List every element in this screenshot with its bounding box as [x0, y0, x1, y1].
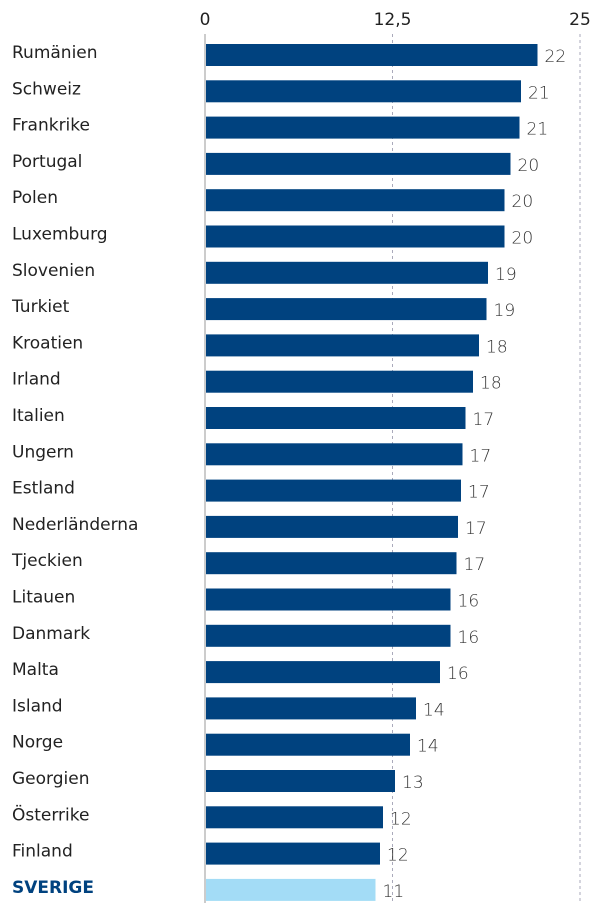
bar [206, 443, 463, 466]
value-label: 17 [470, 446, 492, 466]
category-label: Rumänien [12, 43, 98, 63]
category-label: Estland [12, 479, 75, 499]
value-label: 16 [458, 628, 480, 648]
bar [206, 552, 457, 575]
value-label: 14 [423, 700, 445, 720]
bar [206, 806, 383, 829]
value-label: 18 [486, 337, 508, 357]
category-label: Finland [12, 842, 73, 862]
value-label: 17 [464, 555, 486, 575]
value-label: 19 [495, 265, 517, 285]
category-label: Turkiet [11, 297, 70, 317]
category-label: Malta [12, 660, 59, 680]
value-label: 13 [402, 773, 424, 793]
bar [206, 407, 466, 429]
category-label: Ungern [12, 442, 74, 462]
category-label: Polen [12, 188, 58, 208]
category-label: Slovenien [12, 261, 95, 281]
bar [206, 370, 473, 393]
category-label: Island [12, 696, 63, 716]
bar [206, 152, 511, 175]
category-label: Kroatien [12, 333, 83, 353]
value-label: 11 [383, 882, 405, 902]
category-label: Portugal [12, 152, 82, 172]
bar [206, 116, 520, 139]
bar [206, 298, 487, 321]
bar [206, 588, 451, 611]
value-label: 17 [465, 519, 487, 539]
value-label: 19 [494, 301, 516, 321]
category-label: Irland [12, 370, 61, 390]
bar [206, 261, 488, 284]
value-label: 12 [387, 846, 409, 866]
bar [206, 842, 380, 865]
bar [206, 225, 505, 248]
value-label: 21 [527, 120, 549, 140]
category-label: Danmark [12, 624, 90, 644]
value-label: 16 [458, 592, 480, 612]
bar [206, 733, 410, 756]
bar [206, 44, 538, 66]
value-label: 21 [528, 83, 550, 103]
category-label: Georgien [12, 769, 89, 789]
value-label: 20 [512, 229, 534, 249]
x-tick-label: 25 [569, 10, 591, 30]
bar [206, 878, 376, 901]
value-label: 18 [480, 374, 502, 394]
category-label: Tjeckien [11, 551, 83, 571]
value-label: 20 [518, 156, 540, 176]
category-label: SVERIGE [12, 878, 94, 898]
value-label: 20 [512, 192, 534, 212]
category-label: Frankrike [12, 116, 90, 136]
category-label: Luxemburg [12, 225, 108, 245]
value-label: 17 [468, 483, 490, 503]
category-label: Schweiz [12, 79, 81, 99]
value-label: 17 [473, 410, 495, 430]
category-label: Österrike [12, 803, 89, 825]
bar [206, 515, 458, 538]
category-label: Litauen [12, 588, 75, 608]
bar [206, 80, 521, 103]
category-label: Norge [12, 733, 63, 753]
x-tick-label: 0 [200, 10, 211, 30]
bar [206, 697, 416, 720]
value-label: 14 [417, 737, 439, 757]
category-label: Nederländerna [12, 515, 138, 535]
x-tick-label: 12,5 [374, 10, 412, 30]
bar [206, 661, 440, 684]
value-label: 12 [390, 809, 412, 829]
bar [206, 334, 479, 357]
bar [206, 770, 395, 792]
bar [206, 624, 451, 647]
value-label: 16 [447, 664, 469, 684]
category-label: Italien [12, 406, 65, 426]
value-label: 22 [545, 47, 567, 67]
bar [206, 479, 461, 502]
bar [206, 189, 505, 212]
